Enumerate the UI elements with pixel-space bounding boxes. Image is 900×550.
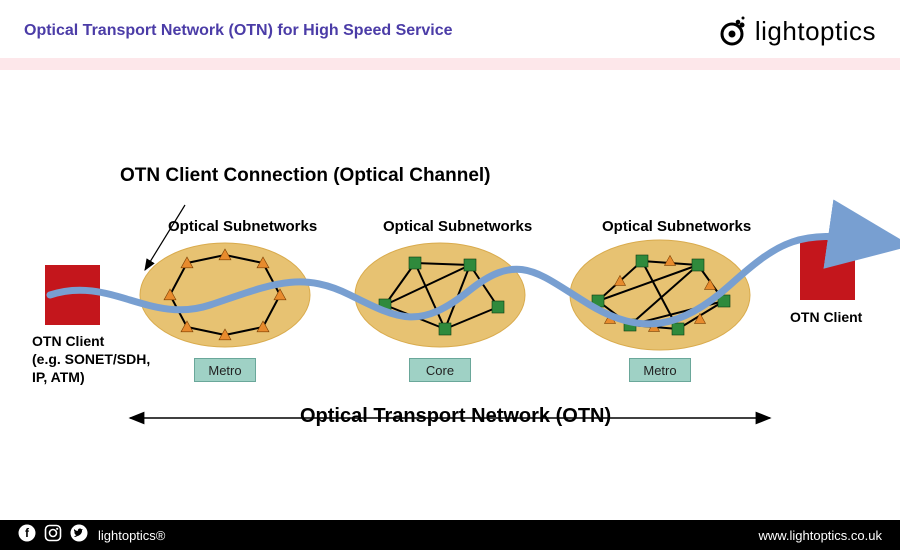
badge-metro-1: Metro <box>194 358 256 382</box>
span-label: Optical Transport Network (OTN) <box>300 405 611 428</box>
social-block: f lightoptics® <box>18 524 165 547</box>
diagram-canvas: OTN Client Connection (Optical Channel) … <box>0 70 900 500</box>
logo-mark-icon <box>715 14 749 48</box>
page-title: Optical Transport Network (OTN) for High… <box>24 22 453 40</box>
twitter-icon[interactable] <box>70 524 88 547</box>
facebook-icon[interactable]: f <box>18 524 36 547</box>
badge-metro-2: Metro <box>629 358 691 382</box>
footer: f lightoptics® www.lightoptics.co.uk <box>0 520 900 550</box>
badge-core: Core <box>409 358 471 382</box>
footer-url: www.lightoptics.co.uk <box>758 528 882 543</box>
logo-text: lightoptics <box>755 16 876 47</box>
footer-handle: lightoptics® <box>98 528 165 543</box>
instagram-icon[interactable] <box>44 524 62 547</box>
brand-logo: lightoptics <box>715 14 876 48</box>
divider-bar <box>0 58 900 70</box>
header: Optical Transport Network (OTN) for High… <box>0 0 900 58</box>
diagram-svg <box>0 70 900 500</box>
